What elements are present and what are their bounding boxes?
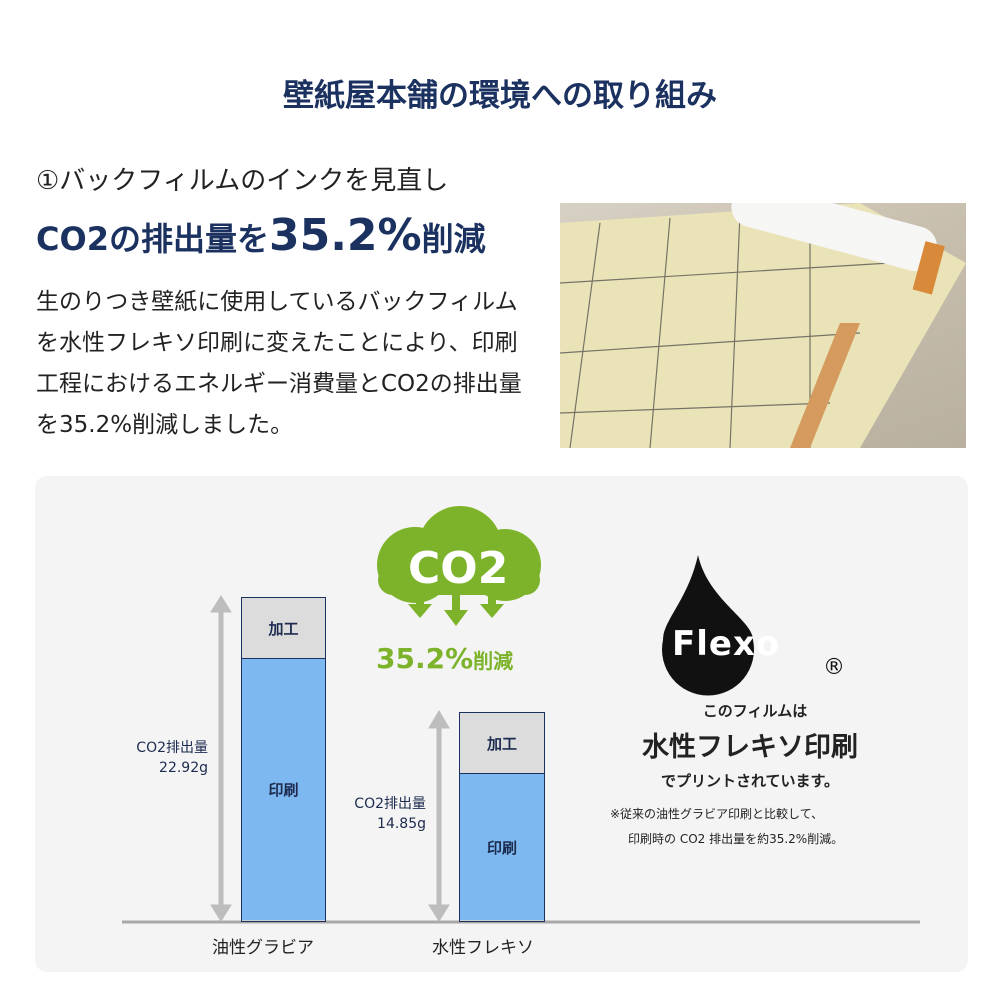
flexo-line1: このフィルムは <box>702 702 808 720</box>
flexo-logo-text: Flexo <box>672 624 781 664</box>
headline-post: 削減 <box>421 220 486 258</box>
flexo-line2: 水性フレキソ印刷 <box>642 732 858 763</box>
bar-segment-print: 印刷 <box>460 774 544 920</box>
category-flexo: 水性フレキソ <box>432 938 534 958</box>
flexo-description: このフィルムは 水性フレキソ印刷 でプリントされています。 ※従来の油性グラビア… <box>600 700 900 847</box>
headline-value: 35.2% <box>268 210 422 261</box>
height-arrow-2 <box>428 710 450 922</box>
bar-segment-process: 加工 <box>460 713 544 774</box>
category-gravure: 油性グラビア <box>212 938 314 958</box>
total-label: CO2排出量 <box>136 740 208 756</box>
cloud-text: CO2 <box>408 543 508 594</box>
flexo-note2: 印刷時の CO2 排出量を約35.2%削減。 <box>628 832 844 846</box>
bar-segment-process: 加工 <box>242 598 325 659</box>
flexo-line3: でプリントされています。 <box>660 772 840 790</box>
bar-flexo: 加工 印刷 <box>459 712 545 922</box>
reduction-suffix: 削減 <box>473 649 514 673</box>
headline: CO2の排出量を35.2%削減 <box>36 210 486 261</box>
flexo-drop-icon <box>662 555 754 696</box>
section-subtitle: ①バックフィルムのインクを見直し <box>36 166 449 196</box>
body-text: 生のりつき壁紙に使用しているバックフィルムを水性フレキソ印刷に変えたことにより、… <box>36 289 522 438</box>
height-arrow-1 <box>210 595 232 922</box>
wallpaper-roll-image <box>560 203 966 448</box>
total-value: 22.92g <box>159 760 208 776</box>
total-label: CO2排出量 <box>354 796 426 812</box>
total-label-flexo: CO2排出量 14.85g <box>318 794 426 834</box>
bar-gravure: 加工 印刷 <box>241 597 326 922</box>
total-label-gravure: CO2排出量 22.92g <box>100 738 208 778</box>
reduction-label: 35.2%削減 <box>376 642 513 675</box>
page-title: 壁紙屋本舗の環境への取り組み <box>283 78 717 114</box>
registered-mark: ® <box>823 655 845 680</box>
reduction-value: 35.2% <box>376 642 474 675</box>
total-value: 14.85g <box>377 816 426 832</box>
bar-segment-print: 印刷 <box>242 659 325 920</box>
co2-cloud-icon <box>377 506 541 626</box>
flexo-note1: ※従来の油性グラビア印刷と比較して、 <box>610 807 824 821</box>
headline-pre: CO2の排出量を <box>36 220 269 258</box>
product-photo <box>560 203 966 448</box>
